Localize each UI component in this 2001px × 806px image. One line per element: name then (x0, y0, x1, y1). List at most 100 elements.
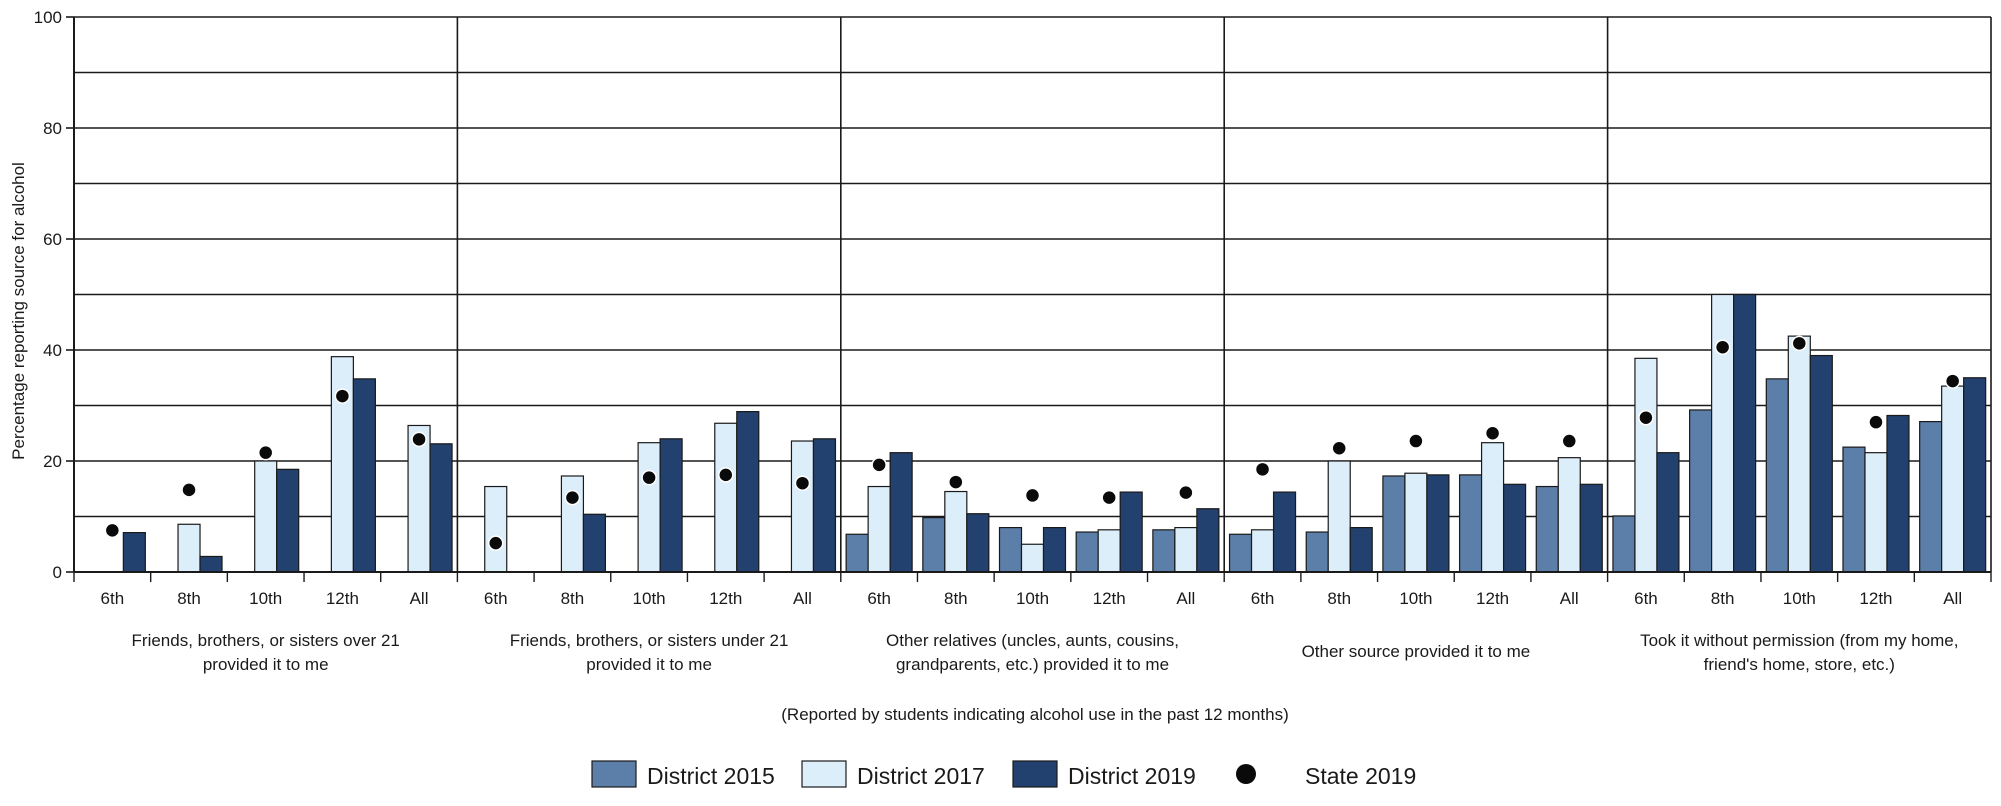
state-dot (564, 489, 581, 506)
bar (1656, 452, 1680, 573)
bar (1042, 526, 1067, 573)
bar (714, 422, 738, 573)
bar (867, 485, 891, 573)
category-label: 10th (249, 589, 282, 608)
state-dot (718, 467, 734, 483)
category-label: 8th (561, 589, 585, 608)
category-label: 8th (944, 589, 968, 608)
bar (1097, 529, 1121, 573)
state-dot (334, 388, 351, 404)
bar (1886, 414, 1910, 573)
chart-note: (Reported by students indicating alcohol… (781, 705, 1288, 724)
bar (889, 452, 913, 573)
bar (1864, 452, 1888, 573)
category-label: 6th (101, 589, 125, 608)
y-tick-label: 0 (53, 563, 62, 582)
category-label: 12th (326, 589, 359, 608)
legend-label: State 2019 (1305, 763, 1416, 789)
legend-swatch (1012, 760, 1058, 788)
legend-label: District 2019 (1068, 763, 1196, 789)
state-dot (1024, 487, 1041, 504)
y-tick-label: 80 (43, 119, 62, 138)
bar (484, 485, 508, 573)
state-dot (1868, 414, 1884, 430)
bar (1228, 533, 1253, 573)
state-dot (257, 444, 274, 461)
bar (1075, 531, 1099, 573)
state-dot (1944, 373, 1961, 389)
bar (1842, 446, 1866, 573)
labels: 0 20 40 60 80 100 6th 8th 10th 12th All Friends, br… (34, 8, 1962, 674)
bar (1941, 385, 1965, 573)
category-label: All (1560, 589, 1579, 608)
category-label: 10th (1783, 589, 1816, 608)
category-label: 10th (1399, 589, 1432, 608)
bar (1305, 531, 1329, 573)
category-label: All (793, 589, 812, 608)
state-dot (1101, 489, 1117, 506)
bar (812, 438, 837, 573)
y-axis-title: Percentage reporting source for alcohol (9, 162, 28, 460)
bar (659, 438, 683, 573)
bar (254, 460, 278, 573)
state-dot (871, 457, 887, 473)
legend: District 2015 District 2017 District 2019 S… (591, 760, 1416, 789)
category-label: 6th (867, 589, 891, 608)
group-label: Friends, brothers, or sisters under 21 (510, 631, 789, 650)
category-label: 10th (633, 589, 666, 608)
state-dot (1561, 433, 1578, 449)
bars (122, 293, 1987, 573)
bar (1349, 526, 1373, 573)
bar (1809, 354, 1833, 573)
group-label: provided it to me (203, 655, 329, 674)
state-dot (1791, 335, 1808, 352)
bar (790, 440, 815, 573)
category-label: 8th (1327, 589, 1351, 608)
bar (966, 513, 990, 573)
category-label: 12th (1476, 589, 1509, 608)
bar (944, 490, 968, 573)
bar (1174, 526, 1198, 573)
bar (122, 531, 146, 573)
group-label: Took it without permission (from my home… (1640, 631, 1958, 650)
state-dot (641, 469, 657, 486)
group-label: grandparents, etc.) provided it to me (896, 655, 1169, 674)
bar (1535, 485, 1559, 573)
category-label: 12th (1859, 589, 1892, 608)
state-dot (487, 535, 504, 551)
state-dot (1331, 440, 1347, 456)
category-label: 12th (709, 589, 742, 608)
bar (845, 533, 869, 573)
state-dot (181, 482, 197, 498)
bar (1382, 475, 1406, 573)
gridlines (74, 16, 1992, 572)
legend-swatch (591, 760, 637, 788)
state-dot (411, 431, 427, 448)
category-label: 12th (1093, 589, 1126, 608)
state-dot (1254, 461, 1271, 478)
state-dot (1714, 339, 1731, 355)
category-label: 6th (1634, 589, 1658, 608)
category-label: 6th (484, 589, 508, 608)
legend-label: District 2015 (647, 763, 775, 789)
state-dot (1484, 425, 1501, 441)
bar (429, 443, 453, 573)
bar (1272, 491, 1297, 573)
y-tick-label: 100 (34, 8, 62, 27)
bar (1963, 377, 1987, 573)
bar (1612, 515, 1636, 573)
bar (1689, 409, 1713, 573)
bar (1634, 357, 1658, 573)
y-tick-label: 20 (43, 452, 62, 471)
group-label: friend's home, store, etc.) (1704, 655, 1895, 674)
bar (1020, 543, 1045, 573)
bar (1765, 378, 1789, 573)
bar (1502, 483, 1527, 573)
category-label: All (410, 589, 429, 608)
bar (1557, 457, 1581, 573)
bar (1480, 442, 1505, 573)
bar (1919, 420, 1943, 573)
state-dots (104, 335, 1961, 551)
category-label: 10th (1016, 589, 1049, 608)
